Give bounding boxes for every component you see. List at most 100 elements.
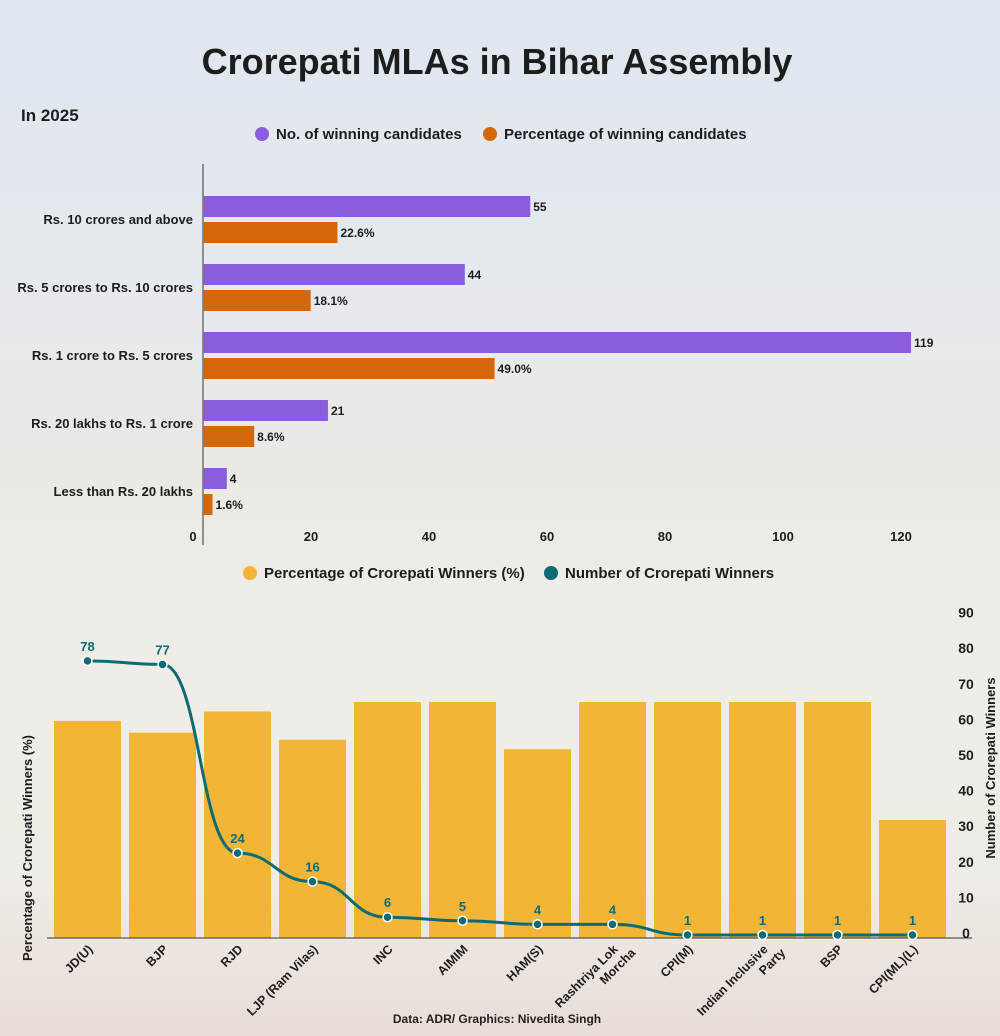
- y-tick-label-right: 40: [958, 783, 974, 799]
- data-label: 8.6%: [257, 430, 285, 444]
- bar: [203, 332, 912, 353]
- data-label: 119: [914, 336, 934, 350]
- x-tick-label: 0: [189, 529, 196, 544]
- point-label: 6: [384, 895, 391, 910]
- source-credit: Data: ADR/ Graphics: Nivedita Singh: [393, 1012, 601, 1026]
- y-tick-label-right: 90: [958, 605, 974, 621]
- chart-subtitle: In 2025: [21, 106, 79, 125]
- legend-label: Number of Crorepati Winners: [565, 565, 774, 582]
- line-point: [307, 876, 318, 887]
- bar: [54, 720, 121, 938]
- bar: [203, 358, 495, 379]
- point-label: 1: [834, 913, 841, 928]
- category-label: Less than Rs. 20 lakhs: [54, 484, 193, 499]
- y-tick-label-right: 50: [958, 747, 974, 763]
- x-tick-label: JD(U): [62, 942, 95, 975]
- bar: [504, 749, 571, 938]
- x-tick-label: LJP (Ram Vilas): [244, 942, 320, 1018]
- line-point: [82, 655, 93, 667]
- x-tick-label: 60: [540, 529, 554, 544]
- bar: [729, 702, 796, 938]
- x-tick-label: 20: [304, 529, 318, 544]
- point-label: 1: [684, 913, 691, 928]
- point-label: 4: [534, 902, 542, 917]
- data-label: 4: [230, 472, 237, 486]
- point-label: 1: [909, 913, 916, 928]
- data-label: 1.6%: [216, 498, 244, 512]
- y-tick-label-right: 30: [958, 818, 974, 834]
- line-point: [607, 919, 618, 930]
- y-tick-label-right: 20: [958, 854, 974, 870]
- category-label: Rs. 20 lakhs to Rs. 1 crore: [31, 416, 193, 431]
- bar: [129, 732, 196, 938]
- bar: [203, 426, 255, 447]
- chart-title: Crorepati MLAs in Bihar Assembly: [202, 41, 793, 82]
- x-tick-label: 120: [890, 529, 912, 544]
- line-point: [832, 929, 843, 941]
- bar: [279, 739, 346, 938]
- x-tick-label: BJP: [144, 942, 171, 969]
- category-label: Rs. 10 crores and above: [43, 212, 193, 227]
- data-label: 18.1%: [314, 294, 348, 308]
- bar: [654, 702, 721, 938]
- line-point: [682, 929, 693, 941]
- y-tick-label-right: 10: [958, 889, 974, 905]
- bar: [203, 468, 227, 489]
- category-label: Rs. 5 crores to Rs. 10 crores: [17, 280, 193, 295]
- bar: [203, 222, 338, 243]
- bar: [203, 264, 465, 285]
- bar: [203, 494, 213, 515]
- x-tick-label: 100: [772, 529, 794, 544]
- bar: [579, 702, 646, 938]
- data-label: 55: [533, 200, 547, 214]
- legend-label: Percentage of winning candidates: [504, 126, 747, 143]
- point-label: 5: [459, 899, 466, 914]
- legend-swatch: [255, 127, 269, 141]
- x-tick-label: BSP: [818, 942, 846, 970]
- line-point: [907, 929, 918, 941]
- x-tick-label: CPI(ML)(L): [866, 942, 921, 997]
- line-point: [757, 929, 768, 941]
- y-tick-label-right: 70: [958, 676, 974, 692]
- y-tick-label-right: 60: [958, 711, 974, 727]
- legend-swatch: [483, 127, 497, 141]
- x-tick-label: Indian InclusiveParty: [694, 935, 788, 1029]
- y-axis-label-left: Percentage of Crorepati Winners (%): [20, 735, 35, 961]
- point-label: 77: [155, 642, 169, 657]
- line-point: [232, 847, 243, 859]
- data-label: 49.0%: [498, 362, 532, 376]
- x-tick-label: HAM(S): [504, 942, 546, 984]
- x-tick-label: AIMIM: [435, 942, 471, 978]
- bar: [203, 400, 328, 421]
- bar: [804, 702, 871, 938]
- legend-swatch: [544, 566, 558, 580]
- point-label: 78: [80, 639, 94, 654]
- legend-label: Percentage of Crorepati Winners (%): [264, 565, 525, 582]
- bar: [203, 196, 531, 217]
- y-axis-label-right: Number of Crorepati Winners: [983, 677, 998, 858]
- line-point: [157, 659, 168, 670]
- x-tick-label: INC: [370, 942, 395, 967]
- category-label: Rs. 1 crore to Rs. 5 crores: [32, 348, 193, 363]
- bar: [879, 820, 946, 938]
- line-point: [382, 911, 393, 923]
- y-tick-label-right: 0: [962, 925, 970, 941]
- bar: [354, 702, 421, 938]
- x-tick-label: 40: [422, 529, 436, 544]
- line-point: [457, 915, 468, 927]
- bar: [203, 290, 311, 311]
- data-label: 22.6%: [340, 226, 374, 240]
- legend-swatch: [243, 566, 257, 580]
- point-label: 16: [305, 860, 319, 875]
- line-point: [532, 919, 543, 930]
- point-label: 24: [230, 831, 245, 846]
- x-tick-label: Rashtriya LokMorcha: [552, 934, 639, 1021]
- x-tick-label: RJD: [218, 942, 246, 970]
- data-label: 44: [468, 268, 482, 282]
- bar: [429, 702, 496, 938]
- x-tick-label: CPI(M): [658, 942, 696, 980]
- x-tick-label: 80: [658, 529, 672, 544]
- point-label: 4: [609, 902, 617, 917]
- point-label: 1: [759, 913, 766, 928]
